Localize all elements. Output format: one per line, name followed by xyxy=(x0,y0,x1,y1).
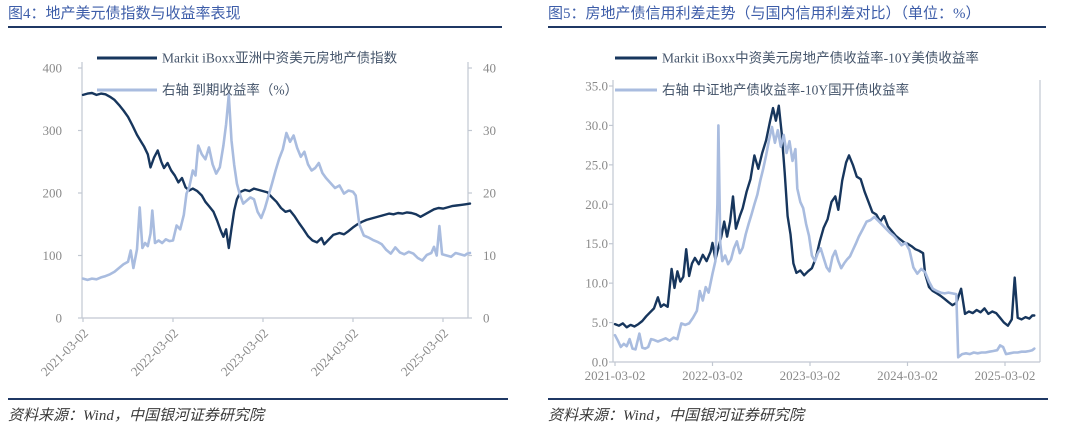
y-axis-tick-label: 0 xyxy=(56,311,63,326)
x-axis-tick-label: 2021-03-02 xyxy=(38,326,92,380)
y-axis-right-tick-label: 0 xyxy=(483,311,490,326)
y-axis-tick-label: 400 xyxy=(43,61,63,76)
x-axis-tick-label: 2022-03-02 xyxy=(128,326,182,380)
y-axis-tick-label: 25.0 xyxy=(585,157,608,172)
x-axis-tick-label: 2025-03-02 xyxy=(398,326,452,380)
figure5-title-rule xyxy=(548,26,1046,28)
x-axis-tick-label: 2021-03-02 xyxy=(585,368,646,383)
x-axis-tick-label: 2023-03-02 xyxy=(780,368,841,383)
y-axis-right-tick-label: 10 xyxy=(483,248,496,263)
y-axis-right-tick-label: 30 xyxy=(483,123,496,138)
y-axis-tick-label: 20.0 xyxy=(585,197,608,212)
y-axis-tick-label: 200 xyxy=(43,186,63,201)
figure5-title: 图5：房地产债信用利差走势（与国内信用利差对比）（单位：%） xyxy=(548,6,981,22)
series-line-0 xyxy=(613,104,1036,329)
y-axis-tick-label: 100 xyxy=(43,248,63,263)
y-axis-tick-label: 300 xyxy=(43,123,63,138)
y-axis-tick-label: 0.0 xyxy=(592,355,608,370)
figure5-line-chart: 0.0 5.0 10.0 15.0 20.0 25.0 30.0 35.0 2021-03-02… xyxy=(585,50,1041,383)
y-axis-tick-label: 10.0 xyxy=(585,276,608,291)
figure4-title: 图4：地产美元债指数与收益率表现 xyxy=(8,6,241,22)
x-axis-tick-label: 2022-03-02 xyxy=(682,368,743,383)
y-axis-tick-label: 15.0 xyxy=(585,236,608,251)
legend-label-1: 右轴 到期收益率（%） xyxy=(162,82,298,98)
x-axis-tick-label: 2023-03-02 xyxy=(218,326,272,380)
x-axis-tick-label: 2024-03-02 xyxy=(877,368,938,383)
figure4-title-rule xyxy=(8,26,502,28)
y-axis-tick-label: 35.0 xyxy=(585,79,608,94)
panel-figure-4: 图4：地产美元债指数与收益率表现 0 100 200 300 400 0 10 20 30 40 2… xyxy=(8,6,508,424)
figure4-source-rule xyxy=(8,398,508,400)
figure4-source-text: 资料来源：Wind，中国银河证券研究院 xyxy=(8,408,264,424)
x-axis-tick-label: 2024-03-02 xyxy=(308,326,362,380)
series-line-1 xyxy=(81,93,472,282)
legend-label-0: Markit iBoxx中资美元房地产债收益率-10Y美债收益率 xyxy=(662,50,979,66)
y-axis-tick-label: 5.0 xyxy=(592,315,608,330)
series-line-1 xyxy=(613,124,1036,359)
y-axis-tick-label: 30.0 xyxy=(585,118,608,133)
y-axis-right-tick-label: 20 xyxy=(483,186,496,201)
figure4-line-chart: 0 100 200 300 400 0 10 20 30 40 2021-03-02 2022-03-… xyxy=(38,51,496,380)
legend-label-0: Markit iBoxx亚洲中资美元房地产债指数 xyxy=(162,51,398,66)
figure5-source-text: 资料来源：Wind，中国银河证券研究院 xyxy=(548,408,804,424)
x-axis-tick-label: 2025-03-02 xyxy=(975,368,1036,383)
legend-label-1: 右轴 中证地产债收益率-10Y国开债收益率 xyxy=(662,82,909,98)
series-line-0 xyxy=(81,91,472,250)
figure5-source-rule xyxy=(548,398,1048,400)
y-axis-right-tick-label: 40 xyxy=(483,61,496,76)
panel-figure-5: 图5：房地产债信用利差走势（与国内信用利差对比）（单位：%） 0.0 5.0 10.… xyxy=(540,0,1080,432)
